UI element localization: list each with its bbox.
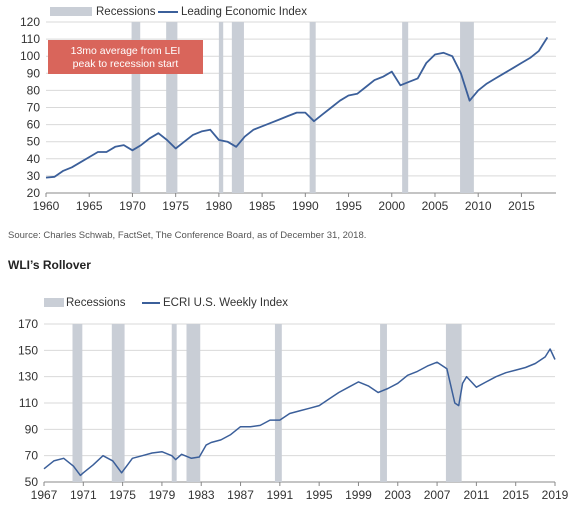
x-tick-label: 2005 <box>422 199 449 213</box>
recession-band <box>274 324 282 482</box>
x-tick-label: 1987 <box>227 488 254 502</box>
annotation-box <box>48 40 203 74</box>
recession-legend-label: Recessions <box>66 297 126 309</box>
recession-legend-swatch <box>50 7 92 16</box>
y-tick-label: 90 <box>27 66 41 80</box>
x-tick-label: 1985 <box>249 199 276 213</box>
y-tick-label: 50 <box>25 475 39 489</box>
y-tick-label: 150 <box>18 343 38 357</box>
annotation-line-2: peak to recession start <box>73 58 179 70</box>
y-tick-label: 80 <box>27 83 41 97</box>
x-tick-label: 1970 <box>119 199 146 213</box>
y-tick-label: 20 <box>27 186 41 200</box>
annotation-line-1: 13mo average from LEI <box>71 45 181 57</box>
recession-band <box>166 22 178 193</box>
recession-band <box>131 22 141 193</box>
lei-legend-label: Leading Economic Index <box>181 6 307 18</box>
x-tick-label: 2000 <box>378 199 405 213</box>
source-note: Source: Charles Schwab, FactSet, The Con… <box>8 230 367 241</box>
y-tick-label: 70 <box>27 101 41 115</box>
x-tick-label: 1967 <box>31 488 58 502</box>
y-tick-label: 40 <box>27 152 41 166</box>
lei-legend: Recessions Leading Economic Index <box>50 6 307 18</box>
lead-time-annotation: 13mo average from LEI peak to recession … <box>48 40 203 74</box>
y-tick-label: 120 <box>20 15 40 29</box>
x-tick-label: 1990 <box>292 199 319 213</box>
x-tick-label: 2015 <box>508 199 535 213</box>
x-tick-label: 1999 <box>345 488 372 502</box>
y-tick-label: 170 <box>18 317 38 331</box>
recession-band <box>218 22 224 193</box>
x-tick-label: 2015 <box>502 488 529 502</box>
recession-band <box>171 324 177 482</box>
x-tick-label: 1975 <box>162 199 189 213</box>
recession-legend-label: Recessions <box>96 6 156 18</box>
x-tick-label: 1965 <box>76 199 103 213</box>
y-tick-label: 50 <box>27 135 41 149</box>
section-title: WLI’s Rollover <box>8 258 91 272</box>
recession-legend-swatch <box>44 298 64 307</box>
y-tick-label: 110 <box>19 396 38 410</box>
x-tick-label: 1979 <box>149 488 176 502</box>
recession-band <box>186 324 201 482</box>
y-tick-label: 130 <box>18 370 38 384</box>
recession-band <box>309 22 316 193</box>
y-tick-label: 90 <box>25 422 39 436</box>
x-tick-label: 1995 <box>306 488 333 502</box>
x-tick-label: 1980 <box>206 199 233 213</box>
x-tick-label: 2010 <box>465 199 492 213</box>
y-tick-label: 30 <box>27 169 41 183</box>
recession-band <box>460 22 474 193</box>
x-tick-label: 1983 <box>188 488 215 502</box>
recession-band <box>72 324 83 482</box>
y-tick-label: 70 <box>25 449 39 463</box>
recession-band <box>402 22 409 193</box>
recession-band <box>445 324 462 482</box>
y-tick-label: 60 <box>27 118 41 132</box>
x-tick-label: 2011 <box>463 488 489 502</box>
x-tick-label: 1971 <box>70 488 97 502</box>
wli-legend: Recessions ECRI U.S. Weekly Index <box>44 297 288 309</box>
lei-series-line <box>45 36 549 179</box>
y-tick-label: 110 <box>21 32 40 46</box>
wli-series-line <box>43 348 556 477</box>
x-tick-label: 1991 <box>266 488 293 502</box>
wli-chart: Recessions ECRI U.S. Weekly Index 50 70 90… <box>18 297 569 502</box>
x-tick-label: 1995 <box>335 199 362 213</box>
x-tick-label: 2019 <box>542 488 569 502</box>
recession-band <box>231 22 244 193</box>
recession-band <box>111 324 125 482</box>
x-tick-label: 2007 <box>424 488 451 502</box>
x-tick-label: 1960 <box>33 199 60 213</box>
x-tick-label: 2003 <box>384 488 411 502</box>
y-tick-label: 100 <box>20 49 40 63</box>
recession-band <box>380 324 387 482</box>
wli-legend-label: ECRI U.S. Weekly Index <box>163 297 288 309</box>
x-tick-label: 1975 <box>109 488 136 502</box>
lei-chart: Recessions Leading Economic Index 20 30 40… <box>20 6 556 213</box>
